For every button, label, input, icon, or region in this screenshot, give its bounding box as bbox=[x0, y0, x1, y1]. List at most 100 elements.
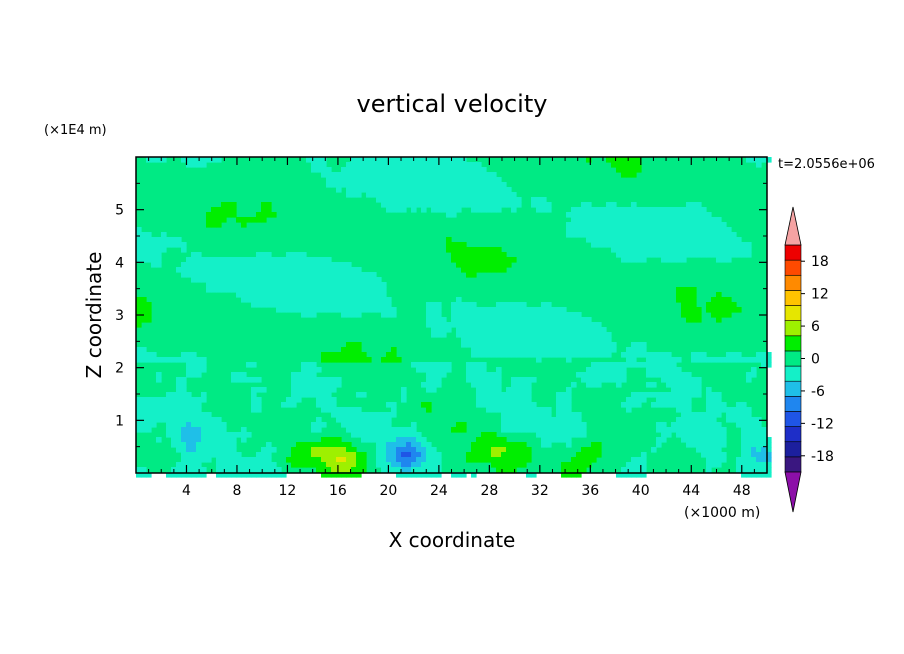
field-cell bbox=[136, 257, 142, 263]
field-cell bbox=[356, 347, 362, 353]
field-cell bbox=[211, 157, 217, 163]
field-cell bbox=[256, 292, 262, 298]
field-cell bbox=[431, 202, 437, 208]
field-cell bbox=[531, 412, 537, 418]
field-cell bbox=[391, 157, 397, 163]
field-cell bbox=[236, 292, 242, 298]
field-cell bbox=[681, 427, 687, 433]
field-cell bbox=[321, 167, 327, 173]
field-cell bbox=[346, 442, 352, 448]
field-cell bbox=[701, 242, 707, 248]
field-cell bbox=[436, 182, 442, 188]
field-cell bbox=[766, 442, 772, 448]
field-cell bbox=[456, 182, 462, 188]
field-cell bbox=[556, 337, 562, 343]
field-cell bbox=[261, 282, 267, 288]
field-cell bbox=[441, 207, 447, 213]
field-cell bbox=[686, 432, 692, 438]
field-cell bbox=[481, 402, 487, 408]
field-cell bbox=[351, 472, 357, 478]
field-cell bbox=[471, 377, 477, 383]
field-cell bbox=[316, 287, 322, 293]
field-cell bbox=[746, 447, 752, 453]
field-cell bbox=[736, 407, 742, 413]
field-cell bbox=[191, 462, 197, 468]
field-cell bbox=[136, 422, 142, 428]
field-cell bbox=[546, 207, 552, 213]
field-cell bbox=[386, 172, 392, 178]
field-cell bbox=[696, 317, 702, 323]
field-cell bbox=[651, 217, 657, 223]
field-cell bbox=[196, 442, 202, 448]
field-cell bbox=[716, 452, 722, 458]
field-cell bbox=[156, 412, 162, 418]
field-cell bbox=[581, 452, 587, 458]
field-cell bbox=[266, 442, 272, 448]
field-cell bbox=[696, 312, 702, 318]
field-cell bbox=[186, 272, 192, 278]
field-cell bbox=[521, 307, 527, 313]
field-cell bbox=[276, 307, 282, 313]
field-cell bbox=[431, 462, 437, 468]
field-cell bbox=[261, 457, 267, 463]
field-cell bbox=[331, 172, 337, 178]
field-cell bbox=[316, 467, 322, 473]
field-cell bbox=[191, 472, 197, 478]
field-cell bbox=[206, 442, 212, 448]
field-cell bbox=[201, 277, 207, 283]
field-cell bbox=[256, 377, 262, 383]
field-cell bbox=[241, 432, 247, 438]
field-cell bbox=[511, 452, 517, 458]
field-cell bbox=[341, 272, 347, 278]
field-cell bbox=[396, 442, 402, 448]
colorbar-label: -18 bbox=[811, 449, 834, 465]
field-cell bbox=[536, 407, 542, 413]
field-cell bbox=[421, 457, 427, 463]
field-cell bbox=[401, 472, 407, 478]
colorbar-label: -12 bbox=[811, 416, 834, 432]
field-cell bbox=[511, 347, 517, 353]
field-cell bbox=[586, 222, 592, 228]
field-cell bbox=[641, 362, 647, 368]
field-cell bbox=[456, 242, 462, 248]
field-cell bbox=[276, 287, 282, 293]
field-cell bbox=[436, 472, 442, 478]
field-cell bbox=[216, 467, 222, 473]
field-cell bbox=[491, 337, 497, 343]
field-cell bbox=[166, 397, 172, 403]
field-cell bbox=[246, 277, 252, 283]
field-cell bbox=[426, 307, 432, 313]
field-cell bbox=[751, 372, 757, 378]
field-cell bbox=[706, 212, 712, 218]
field-cell bbox=[311, 167, 317, 173]
field-cell bbox=[656, 232, 662, 238]
field-cell bbox=[261, 472, 267, 478]
field-cell bbox=[556, 412, 562, 418]
field-cell bbox=[676, 372, 682, 378]
field-cell bbox=[211, 217, 217, 223]
field-cell bbox=[511, 317, 517, 323]
field-cell bbox=[601, 237, 607, 243]
field-cell bbox=[141, 247, 147, 253]
field-cell bbox=[721, 302, 727, 308]
field-cell bbox=[236, 472, 242, 478]
field-cell bbox=[346, 162, 352, 168]
colorbar-label: 6 bbox=[811, 319, 820, 335]
field-cell bbox=[751, 432, 757, 438]
field-cell bbox=[361, 457, 367, 463]
field-cell bbox=[346, 282, 352, 288]
field-cell bbox=[386, 462, 392, 468]
field-cell bbox=[466, 162, 472, 168]
field-cell bbox=[546, 337, 552, 343]
field-cell bbox=[561, 412, 567, 418]
field-cell bbox=[676, 287, 682, 293]
field-cell bbox=[451, 427, 457, 433]
field-cell bbox=[341, 292, 347, 298]
field-cell bbox=[336, 357, 342, 363]
field-cell bbox=[516, 317, 522, 323]
field-cell bbox=[176, 382, 182, 388]
field-cell bbox=[711, 432, 717, 438]
field-cell bbox=[221, 472, 227, 478]
field-cell bbox=[576, 317, 582, 323]
field-cell bbox=[666, 247, 672, 253]
